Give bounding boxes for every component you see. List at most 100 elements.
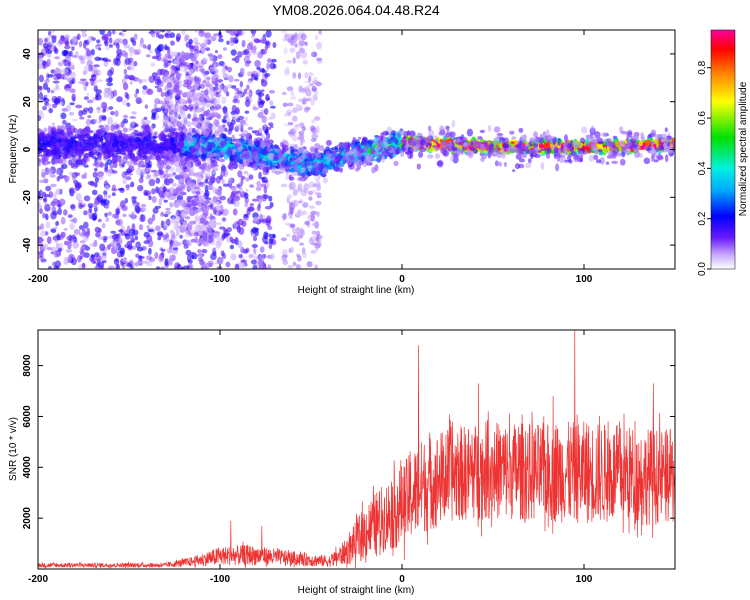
spectrogram-cell-2043: [212, 92, 217, 96]
spectrogram-cell-2518: [289, 182, 296, 190]
spectrogram-cell-881: [109, 37, 113, 44]
spectrogram-cell-1819: [199, 119, 204, 125]
spectrogram-cell-2224: [195, 174, 202, 181]
spectrogram-cell-1106: [236, 90, 243, 95]
spectrogram-cell-2508: [290, 90, 295, 97]
spectrogram-cell-783: [119, 237, 123, 244]
spectrogram-cell-1470: [268, 122, 274, 127]
spectrogram-cell-1430: [96, 106, 101, 114]
spectrogram-cell-493: [42, 212, 47, 219]
spectrogram-cell-1527: [69, 102, 75, 106]
spectrogram-cell-1570: [241, 39, 246, 48]
spectrogram-cell-519: [218, 38, 224, 43]
spectrogram-cell-1681: [119, 228, 123, 233]
spectrogram-cell-1154: [133, 33, 138, 40]
spectrogram-cell-1607: [135, 207, 141, 214]
spectrogram-cell-4979: [57, 138, 63, 144]
spectrogram-cell-1780: [116, 54, 122, 59]
spectrogram-cell-1490: [143, 231, 150, 238]
spectrogram-cell-1395: [263, 123, 268, 127]
spectrogram-cell-1583: [250, 259, 257, 265]
spectrogram-cell-2554: [284, 68, 290, 76]
spectrogram-cell-269: [106, 159, 113, 166]
spectrogram-cell-1548: [96, 258, 101, 264]
spectrogram-cell-540: [265, 220, 271, 227]
spectrogram-cell-4694: [133, 141, 139, 148]
spectrogram-cell-2032: [164, 179, 171, 186]
spectrogram-cell-2544: [281, 254, 288, 262]
spectrogram-cell-1280: [146, 260, 153, 267]
spectrogram-cell-2458: [308, 72, 314, 77]
spectrogram-cell-938: [145, 45, 150, 50]
spectrogram-cell-3632: [57, 125, 61, 129]
spectrogram-cell-1421: [157, 236, 162, 241]
spectrogram-cell-722: [155, 186, 159, 194]
spectrogram-cell-83: [50, 89, 55, 94]
spectrogram-cell-1310: [160, 91, 165, 98]
spectrogram-cell-150: [103, 61, 109, 67]
spectrogram-cell-1598: [90, 254, 96, 258]
spectrogram-cell-2245: [179, 97, 184, 103]
spectrogram-cell-567: [221, 179, 225, 185]
spectrogram-cell-1683: [243, 214, 249, 218]
spectrogram-cell-2147: [165, 207, 171, 211]
spectrogram-cell-1553: [76, 33, 81, 41]
spectrogram-cell-2442: [315, 192, 322, 196]
spectrogram-cell-2139: [166, 104, 173, 108]
spectrogram-cell-2538: [314, 35, 319, 40]
spectrogram-cell-305: [46, 247, 53, 251]
spectrogram-cell-1247: [121, 171, 127, 179]
spectrogram-cell-235: [249, 203, 254, 207]
spectrogram-cell-1448: [263, 185, 267, 194]
spectrogram-cell-2558: [311, 189, 317, 194]
spectrogram-cell-1649: [110, 230, 117, 234]
spectrogram-cell-1519: [84, 246, 91, 251]
spectrogram-cell-739: [42, 105, 47, 111]
spectrogram-cell-911: [69, 88, 76, 93]
spectrogram-cell-1822: [200, 170, 206, 174]
spectrogram-cell-1568: [39, 208, 43, 214]
spectrogram-cell-1605: [95, 95, 99, 101]
spectrogram-cell-1424: [93, 64, 100, 68]
spectrogram-cell-1174: [133, 61, 138, 67]
spectrogram-cell-1732: [104, 167, 109, 173]
spectrogram-cell-1127: [38, 57, 43, 63]
spectrogram-cell-713: [83, 107, 90, 112]
spectrogram-cell-17: [122, 178, 127, 185]
spectrogram-cell-2225: [208, 227, 214, 233]
spectrogram-cell-646: [94, 177, 99, 183]
spectrogram-cell-1692: [251, 227, 258, 234]
spectrogram-cell-323: [244, 203, 249, 208]
spectrogram-cell-625: [237, 170, 243, 178]
spectrogram-cell-2460: [306, 261, 313, 268]
spectrogram-cell-2291: [187, 185, 194, 191]
spectrogram-cell-1381: [210, 35, 217, 42]
spectrogram-cell-1402: [224, 112, 229, 119]
spectrogram-cell-2230: [213, 63, 217, 71]
spectrogram-cell-1723: [137, 184, 144, 192]
spectrogram-cell-2208: [194, 231, 199, 237]
spectrogram-cell-2719: [177, 126, 184, 132]
spectrogram-cell-1321: [254, 130, 260, 136]
spectrogram-cell-4741: [93, 134, 99, 141]
spectrogram-cell-1571: [38, 238, 45, 242]
spectrogram-cell-2481: [289, 207, 294, 215]
spectrogram-cell-245: [151, 55, 159, 60]
spectrogram-cell-1298: [189, 263, 194, 269]
spectrogram-cell-1501: [55, 242, 60, 250]
spectrogram-cell-2238: [164, 72, 169, 78]
spectrogram-cell-1282: [216, 256, 224, 265]
spectrogram-cell-1647: [268, 116, 274, 120]
spectrogram-cell-674: [220, 250, 225, 257]
spectrogram-cell-1669: [111, 213, 116, 218]
spectrogram-cell-1770: [151, 33, 156, 38]
spectrogram-cell-1306: [119, 247, 126, 255]
spectrogram-cell-2386: [283, 47, 288, 55]
spectrogram-cell-379: [138, 177, 144, 184]
spectrogram-cell-427: [155, 225, 161, 232]
spectrogram-cell-1250: [155, 32, 160, 38]
spectrogram-cell-849: [122, 213, 127, 217]
spectrogram-cell-4981: [56, 133, 62, 138]
spectrogram-cell-1612: [221, 68, 226, 75]
spectrogram-cell-1851: [199, 83, 205, 89]
